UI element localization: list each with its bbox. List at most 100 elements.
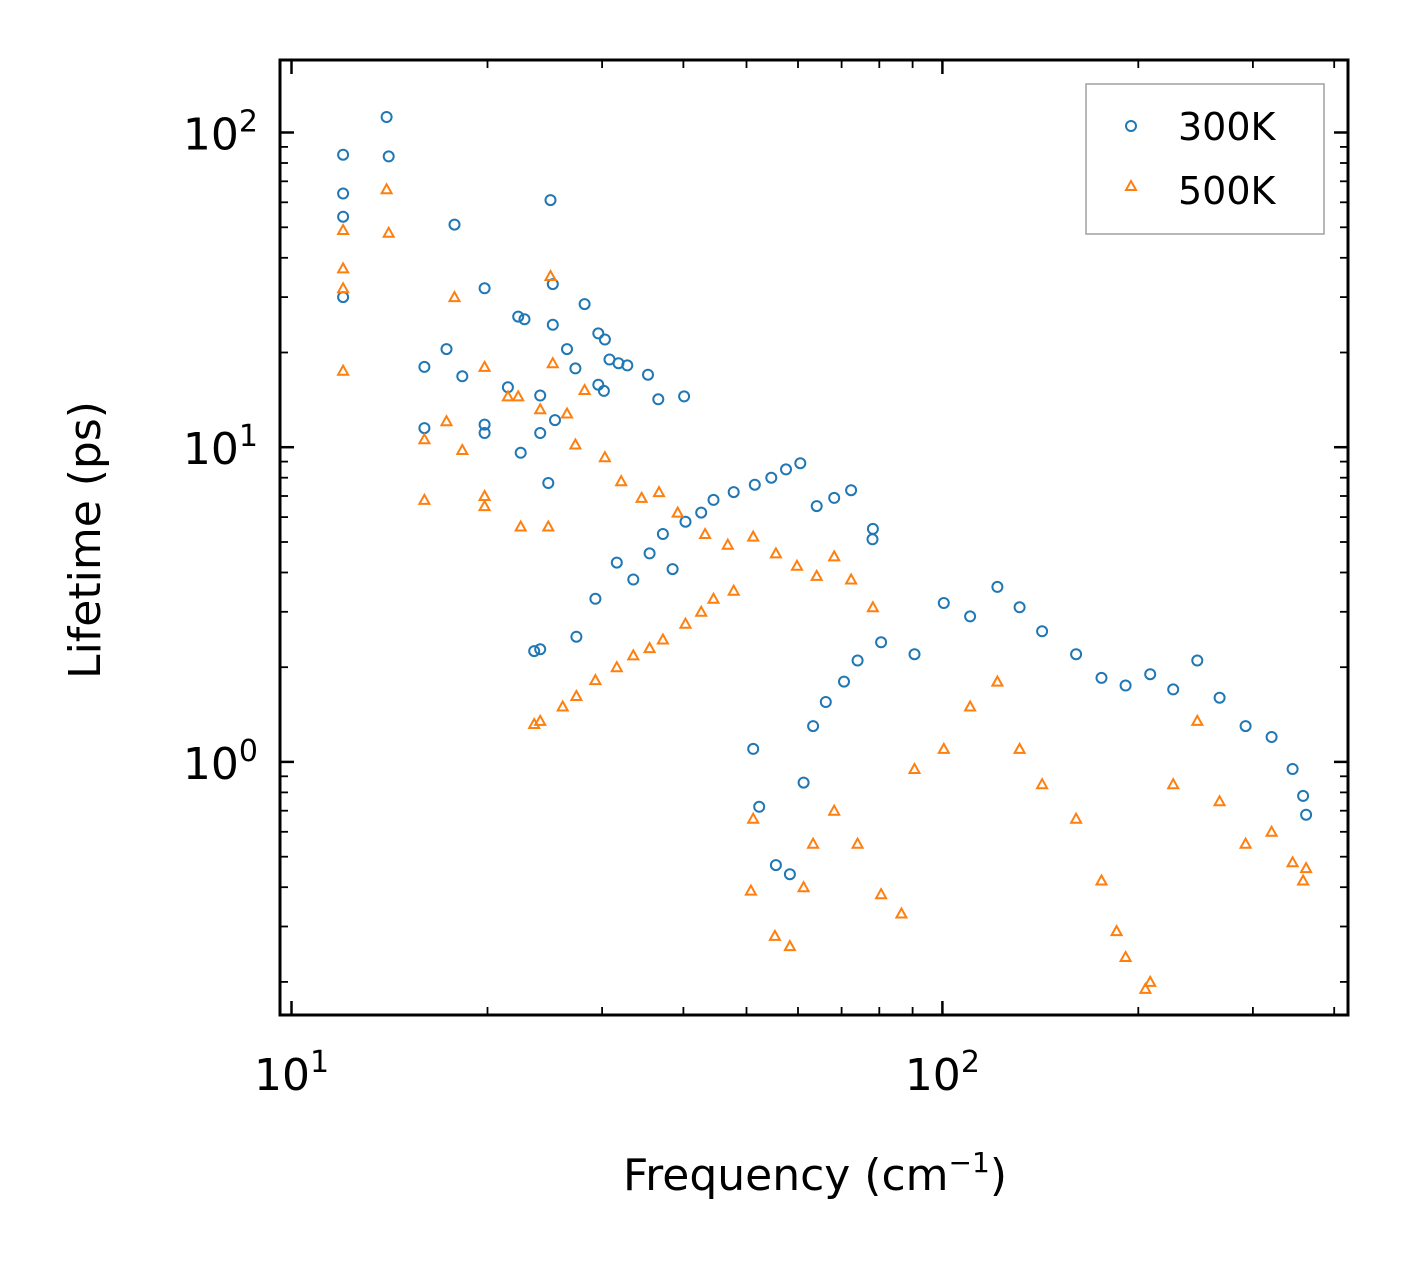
point-500K-37: [598, 450, 612, 463]
point-500K-63: [963, 699, 977, 712]
point-500K-17: [514, 519, 528, 532]
point-300K-33: [678, 390, 691, 403]
point-300K-84: [1265, 731, 1278, 743]
point-300K-78: [1119, 679, 1132, 692]
point-500K-27: [569, 688, 584, 701]
point-500K-15: [501, 389, 515, 402]
point-300K-21: [546, 318, 559, 331]
point-300K-17: [518, 313, 531, 326]
point-300K-48: [695, 506, 708, 519]
x-tick-label-10: 101: [254, 1045, 329, 1101]
point-500K-80: [1299, 861, 1313, 874]
point-300K-77: [1095, 671, 1108, 684]
x-axis-title: Frequency (cm−1): [623, 1146, 1007, 1201]
point-300K-27: [598, 333, 611, 346]
point-500K-42: [698, 526, 712, 539]
point-300K-46: [666, 563, 679, 576]
point-500K-6: [447, 290, 462, 303]
point-300K-64: [797, 776, 810, 789]
point-300K-44: [643, 547, 656, 560]
point-300K-25: [578, 298, 591, 311]
point-500K-9: [417, 492, 432, 505]
legend-label-300k: 300K: [1178, 105, 1277, 149]
legend-marker-300k: [1125, 120, 1137, 132]
point-300K-66: [819, 696, 832, 708]
point-300K-69: [875, 636, 888, 649]
point-500K-8: [417, 432, 432, 445]
point-500K-73: [1166, 777, 1180, 790]
point-300K-70: [908, 648, 921, 661]
point-500K-44: [746, 529, 760, 542]
point-300K-82: [1213, 691, 1226, 704]
point-300K-62: [769, 859, 782, 872]
legend: 300K 500K: [1085, 83, 1325, 235]
point-300K-16: [512, 310, 525, 323]
point-500K-43: [721, 537, 735, 550]
point-300K-47: [679, 515, 692, 528]
point-300K-7: [544, 194, 557, 207]
point-300K-31: [642, 368, 654, 381]
x-tick-label-100-exp: 2: [961, 1045, 980, 1080]
point-500K-11: [455, 442, 469, 455]
point-300K-74: [1013, 601, 1026, 614]
point-500K-16: [511, 389, 525, 402]
point-500K-2: [336, 281, 350, 294]
point-300K-53: [780, 463, 792, 476]
point-500K-64: [990, 674, 1005, 687]
point-500K-32: [656, 632, 670, 645]
point-500K-66: [1035, 777, 1049, 790]
point-500K-12: [477, 359, 492, 372]
point-500K-70: [1118, 949, 1133, 962]
point-300K-2: [337, 210, 350, 223]
point-300K-43: [627, 573, 640, 586]
x-axis-title-end: ): [990, 1150, 1007, 1201]
point-500K-56: [806, 836, 820, 849]
point-300K-72: [964, 610, 977, 623]
point-500K-3: [336, 363, 350, 376]
y-tick-label-1-exp: 0: [239, 734, 258, 769]
point-500K-49: [844, 572, 858, 585]
point-300K-76: [1070, 648, 1083, 661]
y-tick-label-100-base: 10: [183, 110, 239, 161]
point-500K-25: [533, 713, 547, 726]
point-500K-74: [1190, 713, 1204, 726]
point-500K-28: [588, 673, 603, 686]
point-300K-23: [561, 343, 573, 356]
point-300K-55: [810, 500, 823, 513]
point-500K-54: [783, 939, 797, 952]
point-300K-24: [569, 362, 582, 375]
point-300K-18: [514, 446, 527, 459]
point-500K-78: [1285, 855, 1300, 868]
point-500K-76: [1238, 836, 1253, 849]
point-500K-79: [1296, 873, 1310, 886]
point-500K-7: [543, 268, 558, 281]
point-500K-71: [1138, 981, 1153, 994]
y-tick-label-10: 101: [183, 419, 258, 475]
point-300K-19: [534, 389, 547, 402]
x-tick-label-10-exp: 1: [310, 1045, 329, 1080]
point-300K-6: [448, 218, 461, 231]
point-300K-50: [727, 486, 740, 499]
point-500K-18: [533, 402, 547, 415]
point-500K-69: [1109, 924, 1124, 937]
point-500K-34: [694, 604, 708, 617]
point-300K-75: [1036, 625, 1049, 638]
axes-frame: [278, 58, 1350, 1017]
legend-marker-500k: [1124, 178, 1138, 191]
point-300K-67: [838, 675, 850, 688]
point-300K-5: [382, 150, 395, 163]
point-300K-49: [707, 493, 720, 506]
point-500K-57: [827, 803, 841, 816]
point-300K-38: [528, 645, 541, 658]
y-tick-label-100: 102: [183, 105, 258, 161]
point-500K-45: [769, 546, 783, 559]
point-300K-14: [478, 427, 491, 439]
point-500K-52: [746, 811, 760, 824]
point-500K-21: [560, 406, 574, 419]
point-300K-45: [656, 528, 669, 540]
point-500K-26: [556, 699, 570, 712]
x-tick-label-100-base: 10: [905, 1050, 961, 1101]
point-300K-81: [1191, 654, 1204, 667]
y-tick-label-10-exp: 1: [239, 419, 258, 454]
y-tick-label-10-base: 10: [183, 424, 239, 475]
